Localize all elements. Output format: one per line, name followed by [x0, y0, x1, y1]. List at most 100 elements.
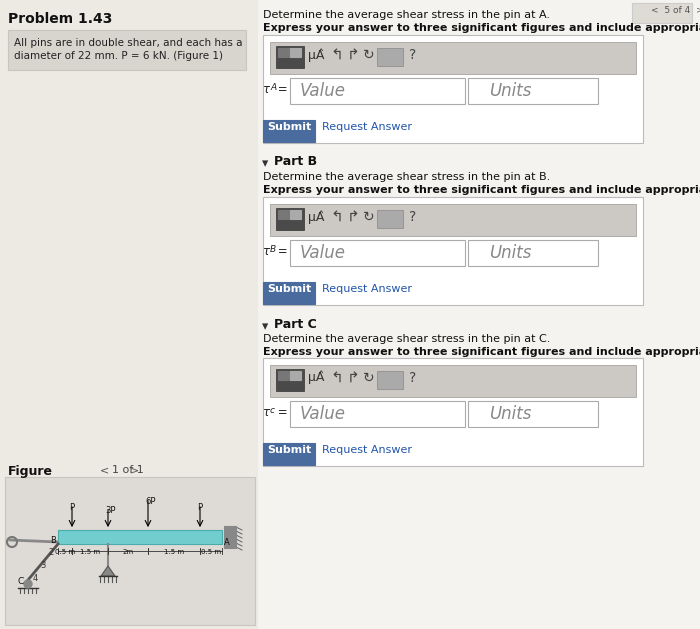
Text: ↰: ↰ [330, 48, 343, 63]
Bar [290, 210, 301, 219]
Bar [258, 0, 700, 629]
Text: Submit: Submit [267, 122, 311, 132]
Text: Figure: Figure [8, 465, 53, 478]
Bar [377, 210, 403, 228]
Circle shape [24, 580, 32, 588]
Text: Value: Value [300, 405, 346, 423]
Text: ↰: ↰ [330, 371, 343, 386]
Bar [263, 282, 315, 304]
Text: τ: τ [263, 83, 270, 96]
Bar [8, 30, 246, 70]
Bar [263, 358, 643, 466]
Text: ↰: ↰ [330, 210, 343, 225]
Polygon shape [101, 566, 115, 576]
Text: ↻: ↻ [363, 48, 374, 62]
Text: Value: Value [300, 82, 346, 100]
Bar [278, 48, 289, 57]
Bar [468, 78, 598, 104]
Bar [377, 48, 403, 66]
Bar [278, 210, 289, 219]
Text: Determine the average shear stress in the pin at C.: Determine the average shear stress in th… [263, 334, 550, 344]
Bar [290, 401, 465, 427]
Text: 6P: 6P [145, 497, 155, 506]
Text: Express your answer to three significant figures and include appropriate units.: Express your answer to three significant… [263, 347, 700, 357]
Text: 1 of 1: 1 of 1 [112, 465, 144, 475]
Bar [263, 120, 315, 142]
Bar [270, 365, 636, 397]
Text: μÂ: μÂ [308, 371, 324, 384]
Bar [263, 35, 643, 143]
Text: >: > [130, 465, 139, 475]
Text: 2: 2 [48, 548, 53, 557]
Text: All pins are in double shear, and each has a: All pins are in double shear, and each h… [14, 38, 242, 48]
Text: c: c [270, 406, 275, 415]
Bar [270, 204, 636, 236]
Text: 3: 3 [40, 561, 46, 570]
Text: Express your answer to three significant figures and include appropriate units.: Express your answer to three significant… [263, 185, 700, 195]
Text: 0.5 m: 0.5 m [201, 549, 221, 555]
Text: Value: Value [300, 244, 346, 262]
Bar [270, 42, 636, 74]
Text: Units: Units [489, 82, 531, 100]
Text: ↱: ↱ [347, 371, 360, 386]
Bar [263, 197, 643, 305]
Text: ?: ? [409, 48, 416, 62]
Text: Submit: Submit [267, 445, 311, 455]
Text: B: B [50, 536, 56, 545]
Text: 2m: 2m [122, 549, 134, 555]
Text: 0.5 m: 0.5 m [55, 549, 75, 555]
Bar [263, 443, 315, 465]
Bar [276, 46, 304, 68]
Bar [290, 48, 301, 57]
Text: =: = [274, 83, 288, 96]
Text: ?: ? [409, 371, 416, 385]
Text: 1.5 m: 1.5 m [80, 549, 100, 555]
Bar [276, 369, 304, 391]
Text: Determine the average shear stress in the pin at B.: Determine the average shear stress in th… [263, 172, 550, 182]
Text: A: A [224, 538, 230, 547]
Text: Determine the average shear stress in the pin at A.: Determine the average shear stress in th… [263, 10, 550, 20]
Text: ▾: ▾ [262, 320, 268, 333]
Text: Units: Units [489, 244, 531, 262]
Text: τ: τ [263, 406, 270, 419]
Bar [5, 477, 255, 625]
Text: 3P: 3P [105, 506, 116, 515]
Text: P: P [197, 503, 202, 512]
Bar [278, 371, 289, 380]
Bar [290, 240, 465, 266]
Text: =: = [274, 245, 288, 258]
Text: Express your answer to three significant figures and include appropriate units.: Express your answer to three significant… [263, 23, 700, 33]
Text: ↻: ↻ [363, 371, 374, 385]
Text: Submit: Submit [267, 284, 311, 294]
Text: ↻: ↻ [363, 210, 374, 224]
Text: ↱: ↱ [347, 48, 360, 63]
Bar [290, 371, 301, 380]
Text: A: A [270, 83, 276, 92]
Text: Request Answer: Request Answer [322, 445, 412, 455]
Text: =: = [274, 406, 288, 419]
Text: 4: 4 [33, 574, 38, 583]
Text: μÂ: μÂ [308, 210, 324, 223]
Text: <: < [100, 465, 109, 475]
Bar [468, 401, 598, 427]
Bar [58, 530, 222, 544]
Text: P: P [69, 503, 74, 512]
Text: Problem 1.43: Problem 1.43 [8, 12, 113, 26]
Bar [224, 526, 236, 548]
Text: ↱: ↱ [347, 210, 360, 225]
Text: B: B [270, 245, 276, 254]
Text: C: C [18, 577, 25, 586]
Bar [632, 3, 692, 23]
Text: ?: ? [409, 210, 416, 224]
Bar [290, 78, 465, 104]
Text: Part B: Part B [274, 155, 317, 168]
Text: Part C: Part C [274, 318, 316, 331]
Text: <  5 of 4  >: < 5 of 4 > [651, 6, 700, 15]
Text: μÂ: μÂ [308, 48, 324, 62]
Bar [276, 208, 304, 230]
Text: Units: Units [489, 405, 531, 423]
Text: Request Answer: Request Answer [322, 284, 412, 294]
Bar [377, 371, 403, 389]
Text: diameter of 22 mm. P = 6 kN. (Figure 1): diameter of 22 mm. P = 6 kN. (Figure 1) [14, 51, 223, 61]
Text: Request Answer: Request Answer [322, 122, 412, 132]
